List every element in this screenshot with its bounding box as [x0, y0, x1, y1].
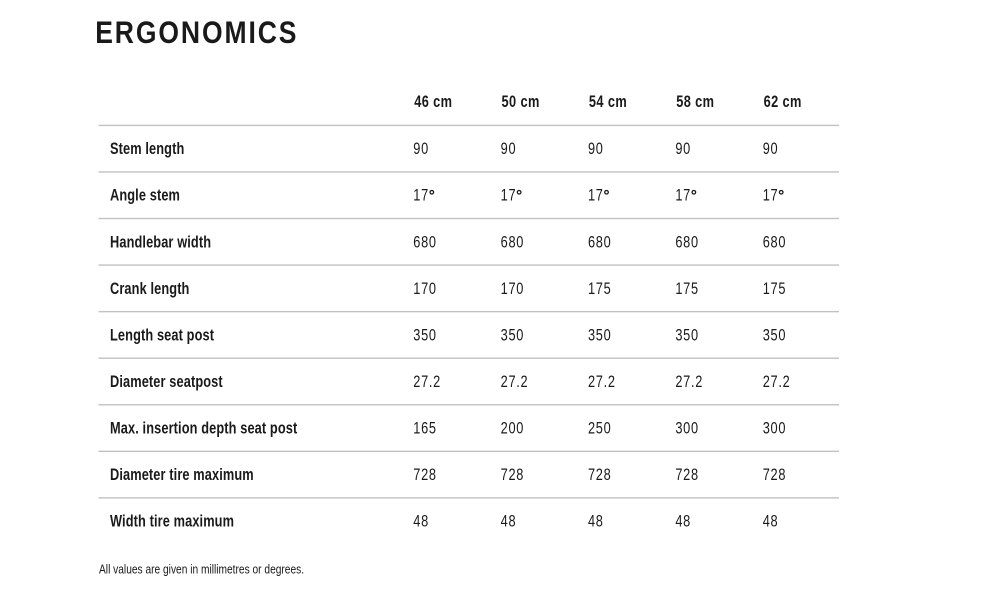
svg-text:90: 90 [501, 141, 517, 159]
svg-text:46 cm: 46 cm [414, 94, 452, 112]
svg-text:165: 165 [413, 420, 436, 438]
svg-text:350: 350 [413, 327, 436, 345]
svg-text:27.2: 27.2 [501, 374, 529, 392]
svg-text:48: 48 [588, 513, 604, 531]
svg-text:54 cm: 54 cm [589, 94, 627, 112]
svg-text:680: 680 [413, 234, 436, 252]
svg-text:680: 680 [501, 234, 524, 252]
svg-text:90: 90 [763, 141, 779, 159]
svg-text:175: 175 [763, 280, 786, 298]
svg-text:62 cm: 62 cm [764, 94, 802, 112]
svg-text:728: 728 [675, 467, 698, 485]
svg-text:300: 300 [675, 420, 698, 438]
svg-text:728: 728 [588, 467, 611, 485]
svg-text:48: 48 [413, 513, 429, 531]
svg-text:58 cm: 58 cm [676, 94, 714, 112]
svg-text:17: 17 [763, 187, 779, 205]
svg-text:90: 90 [588, 141, 604, 159]
svg-text:350: 350 [763, 327, 786, 345]
svg-text:Max. insertion depth seat post: Max. insertion depth seat post [110, 420, 297, 438]
svg-text:17: 17 [413, 187, 429, 205]
svg-text:50 cm: 50 cm [502, 94, 540, 112]
svg-text:Diameter seatpost: Diameter seatpost [110, 374, 223, 392]
svg-text:170: 170 [501, 280, 524, 298]
svg-text:350: 350 [588, 327, 611, 345]
svg-text:175: 175 [675, 280, 698, 298]
svg-text:Width tire maximum: Width tire maximum [110, 513, 234, 531]
svg-text:Angle stem: Angle stem [110, 187, 180, 205]
svg-text:48: 48 [501, 513, 517, 531]
svg-text:350: 350 [675, 327, 698, 345]
svg-text:170: 170 [413, 280, 436, 298]
svg-text:27.2: 27.2 [588, 374, 616, 392]
svg-text:90: 90 [413, 141, 429, 159]
svg-text:250: 250 [588, 420, 611, 438]
svg-text:728: 728 [413, 467, 436, 485]
svg-text:200: 200 [501, 420, 524, 438]
svg-text:680: 680 [763, 234, 786, 252]
svg-text:680: 680 [675, 234, 698, 252]
svg-text:27.2: 27.2 [763, 374, 791, 392]
svg-text:90: 90 [675, 141, 691, 159]
svg-text:27.2: 27.2 [675, 374, 703, 392]
svg-text:ERGONOMICS: ERGONOMICS [95, 16, 298, 50]
svg-text:27.2: 27.2 [413, 374, 441, 392]
svg-text:Length seat post: Length seat post [110, 327, 214, 345]
svg-text:300: 300 [763, 420, 786, 438]
svg-text:680: 680 [588, 234, 611, 252]
svg-text:350: 350 [501, 327, 524, 345]
svg-text:48: 48 [675, 513, 691, 531]
svg-text:17: 17 [501, 187, 517, 205]
svg-text:Diameter tire maximum: Diameter tire maximum [110, 467, 254, 485]
svg-text:Stem length: Stem length [110, 141, 184, 159]
svg-text:48: 48 [763, 513, 779, 531]
svg-text:17: 17 [588, 187, 604, 205]
svg-text:728: 728 [501, 467, 524, 485]
svg-text:17: 17 [675, 187, 691, 205]
svg-text:Crank length: Crank length [110, 280, 189, 298]
svg-text:All values are given in millim: All values are given in millimetres or d… [99, 562, 304, 576]
svg-text:Handlebar width: Handlebar width [110, 234, 211, 252]
svg-text:175: 175 [588, 280, 611, 298]
svg-text:728: 728 [763, 467, 786, 485]
